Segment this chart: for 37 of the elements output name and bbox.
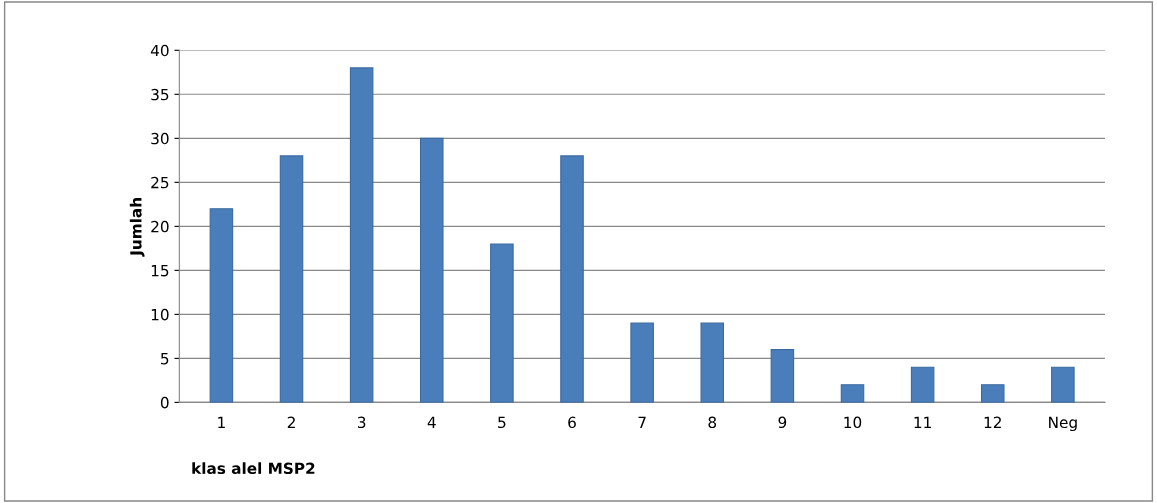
bar <box>840 384 865 403</box>
bar <box>1051 366 1075 403</box>
x-tick-label: 11 <box>914 416 931 428</box>
y-tick-label: 25 <box>151 176 169 189</box>
y-tick-label: 10 <box>151 308 169 321</box>
bar <box>419 137 444 403</box>
y-tick-label: 30 <box>151 132 169 145</box>
bar <box>630 322 654 403</box>
x-tick-label: 7 <box>638 416 646 428</box>
bar <box>980 384 1005 403</box>
bar <box>209 208 234 403</box>
y-tick-label: 5 <box>161 353 169 365</box>
y-tick-label: 20 <box>151 220 169 233</box>
bar <box>560 155 584 403</box>
x-axis-title: klas alel MSP2 <box>192 462 315 475</box>
x-tick-label: Neg <box>1049 416 1077 432</box>
y-axis-title: Jumlah <box>129 198 145 257</box>
y-tick-label: 40 <box>150 44 169 57</box>
x-tick-label: 5 <box>498 416 506 429</box>
bar <box>910 366 935 403</box>
bar <box>490 243 514 403</box>
x-tick-label: 12 <box>984 416 1001 428</box>
y-tick-label: 15 <box>151 265 169 277</box>
bar <box>279 155 304 403</box>
y-tick-label: 35 <box>151 88 169 101</box>
x-tick-label: 3 <box>357 416 366 429</box>
x-tick-label: 1 <box>218 416 225 428</box>
x-tick-label: 10 <box>844 416 862 429</box>
y-tick-label: 0 <box>160 396 169 409</box>
bar <box>349 67 374 403</box>
bar <box>770 349 795 403</box>
x-tick-label: 8 <box>708 416 717 429</box>
x-tick-label: 6 <box>568 416 576 429</box>
x-tick-label: 2 <box>287 416 295 428</box>
x-tick-label: 9 <box>778 416 787 429</box>
x-tick-label: 4 <box>427 416 436 428</box>
bar <box>700 322 725 403</box>
